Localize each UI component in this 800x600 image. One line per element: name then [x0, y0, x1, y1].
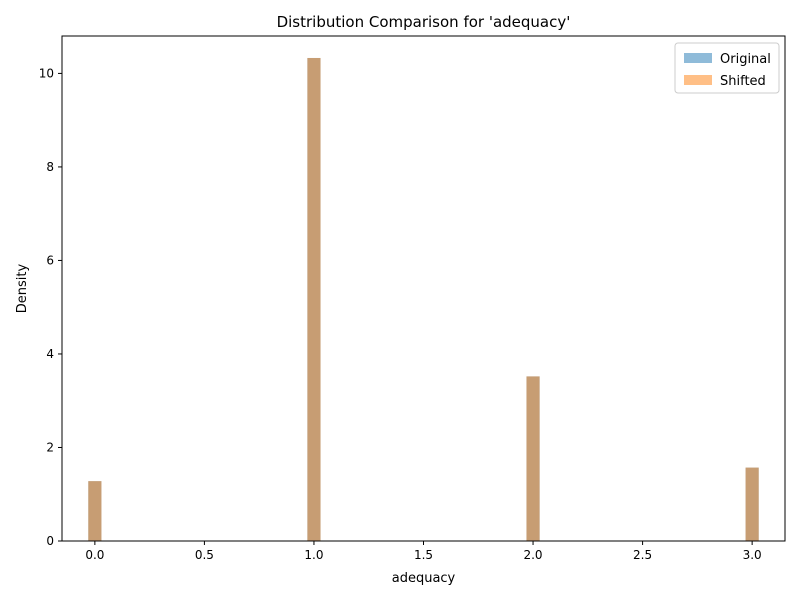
x-tick-label: 0.5	[195, 548, 214, 562]
y-tick-label: 6	[46, 253, 54, 267]
y-tick-label: 10	[39, 66, 54, 80]
x-tick-label: 2.0	[523, 548, 542, 562]
bar-shifted-1	[307, 57, 321, 541]
bars-layer	[88, 57, 759, 541]
x-tick-label: 3.0	[743, 548, 762, 562]
legend-label-original: Original	[720, 52, 771, 67]
axes-layer: 0.0 0.5 1.0 1.5 2.0 2.5 3.0 0 2 4 6 8 10	[39, 35, 786, 562]
y-axis-label: Density	[15, 263, 30, 313]
bar-shifted-2	[526, 376, 540, 541]
chart-title: Distribution Comparison for 'adequacy'	[277, 13, 571, 31]
legend-label-shifted: Shifted	[720, 74, 766, 89]
y-tick-label: 4	[46, 347, 54, 361]
x-tick-label: 1.5	[414, 548, 433, 562]
legend-swatch-original	[684, 53, 712, 63]
y-tick-label: 0	[46, 534, 54, 548]
legend: Original Shifted	[674, 42, 780, 94]
x-axis-label: adequacy	[392, 571, 456, 586]
legend-swatch-shifted	[684, 75, 712, 85]
x-tick-label: 1.0	[304, 548, 323, 562]
x-tick-label: 2.5	[633, 548, 652, 562]
x-tick-label: 0.0	[85, 548, 104, 562]
bar-shifted-3	[745, 467, 759, 541]
bar-shifted-0	[88, 481, 102, 541]
y-tick-label: 8	[46, 160, 54, 174]
plot-frame	[61, 35, 786, 542]
y-tick-label: 2	[46, 440, 54, 454]
